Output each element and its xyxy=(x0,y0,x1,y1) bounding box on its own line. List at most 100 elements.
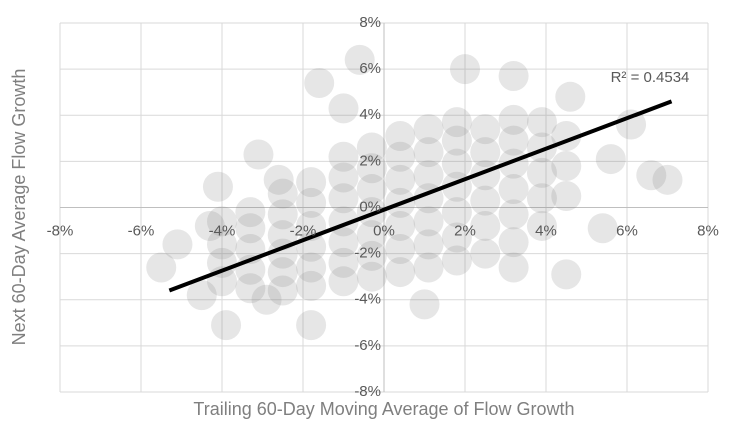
scatter-point xyxy=(267,220,298,251)
trendline xyxy=(168,99,673,293)
scatter-point xyxy=(385,257,416,288)
scatter-point xyxy=(356,153,387,184)
scatter-point xyxy=(441,148,472,179)
scatter-point xyxy=(202,171,233,202)
scatter-point xyxy=(328,141,359,172)
scatter-point xyxy=(470,238,501,269)
scatter-point xyxy=(356,261,387,292)
scatter-point xyxy=(207,206,237,237)
x-tick-label: 4% xyxy=(535,222,557,239)
scatter-point xyxy=(526,183,557,214)
scatter-point xyxy=(235,273,266,304)
x-tick-label: 0% xyxy=(373,222,395,239)
y-tick-label: -8% xyxy=(354,383,381,400)
scatter-point xyxy=(595,144,626,175)
scatter-point xyxy=(328,93,359,124)
scatter-point xyxy=(498,227,529,258)
scatter-point xyxy=(526,157,557,188)
scatter-point xyxy=(207,229,237,260)
scatter-point xyxy=(194,210,225,241)
x-tick-label: 8% xyxy=(697,222,719,239)
scatter-point xyxy=(235,197,266,228)
scatter-point xyxy=(470,114,501,145)
scatter-point xyxy=(498,174,529,205)
annotation: R² = 0.4534 xyxy=(611,69,690,86)
scatter-point xyxy=(328,266,359,297)
scatter-point xyxy=(267,178,298,209)
scatter-point xyxy=(498,199,529,230)
scatter-point xyxy=(356,174,387,205)
scatter-point xyxy=(470,185,501,216)
scatter-point xyxy=(498,252,529,283)
scatter-point xyxy=(304,67,335,98)
scatter-point xyxy=(296,252,327,283)
scatter-point xyxy=(263,164,294,195)
scatter-point xyxy=(551,180,582,211)
scatter-point xyxy=(207,247,237,278)
y-tick-label: -4% xyxy=(354,291,381,308)
scatter-point xyxy=(413,114,444,145)
scatter-point xyxy=(356,197,387,228)
scatter-point xyxy=(296,270,327,301)
scatter-point xyxy=(296,187,327,218)
scatter-point xyxy=(636,160,667,191)
y-tick-label: 2% xyxy=(359,152,381,169)
scatter-point xyxy=(235,213,266,244)
scatter-point xyxy=(555,81,586,112)
scatter-point xyxy=(413,137,444,168)
scatter-point xyxy=(413,206,444,237)
x-tick-label: -2% xyxy=(290,222,317,239)
scatter-point xyxy=(385,121,416,152)
scatter-point xyxy=(243,139,274,170)
scatter-point xyxy=(441,125,472,156)
scatter-point xyxy=(413,160,444,191)
x-axis-title: Trailing 60-Day Moving Average of Flow G… xyxy=(193,399,574,419)
scatter-point xyxy=(296,167,327,198)
scatter-point xyxy=(441,107,472,138)
scatter-point xyxy=(267,275,298,306)
scatter-point xyxy=(296,310,327,341)
x-tick-label: -4% xyxy=(209,222,236,239)
y-tick-label: -2% xyxy=(354,245,381,262)
scatter-point xyxy=(162,229,193,260)
y-tick-label: 0% xyxy=(359,198,381,215)
scatter-point xyxy=(328,247,359,278)
scatter-point xyxy=(146,252,177,283)
scatter-point xyxy=(616,109,647,140)
scatter-point xyxy=(328,227,359,258)
scatter-point xyxy=(409,289,440,320)
y-tick-label: -6% xyxy=(354,337,381,354)
x-tick-label: 6% xyxy=(616,222,638,239)
y-tick-label: 6% xyxy=(359,60,381,77)
scatter-point xyxy=(450,54,480,85)
x-tick-label: -6% xyxy=(128,222,155,239)
scatter-point xyxy=(441,222,472,253)
y-tick-label: 4% xyxy=(359,106,381,123)
scatter-point xyxy=(526,107,557,138)
scatter-point xyxy=(385,164,416,195)
y-tick-label: 8% xyxy=(359,14,381,31)
scatter-point xyxy=(413,229,444,260)
scatter-point xyxy=(211,310,242,341)
scatter-point xyxy=(413,252,444,283)
scatter-point xyxy=(356,220,387,251)
scatter-point xyxy=(498,125,529,156)
scatter-point xyxy=(267,257,298,288)
scatter-point xyxy=(356,240,387,271)
scatter-point xyxy=(587,213,618,244)
scatter-point xyxy=(267,199,298,230)
scatter-point xyxy=(498,61,529,92)
scatter-point xyxy=(441,245,472,276)
scatter-point xyxy=(526,210,557,241)
scatter-point xyxy=(344,44,375,75)
scatter-point xyxy=(385,210,416,241)
scatter-point xyxy=(251,284,282,315)
scatter-point xyxy=(470,210,501,241)
scatter-point xyxy=(356,132,387,163)
scatter-point xyxy=(551,150,582,181)
scatter-point xyxy=(551,259,582,290)
scatter-point xyxy=(186,280,217,311)
x-tick-label: -8% xyxy=(47,222,74,239)
scatter-point xyxy=(652,164,683,195)
